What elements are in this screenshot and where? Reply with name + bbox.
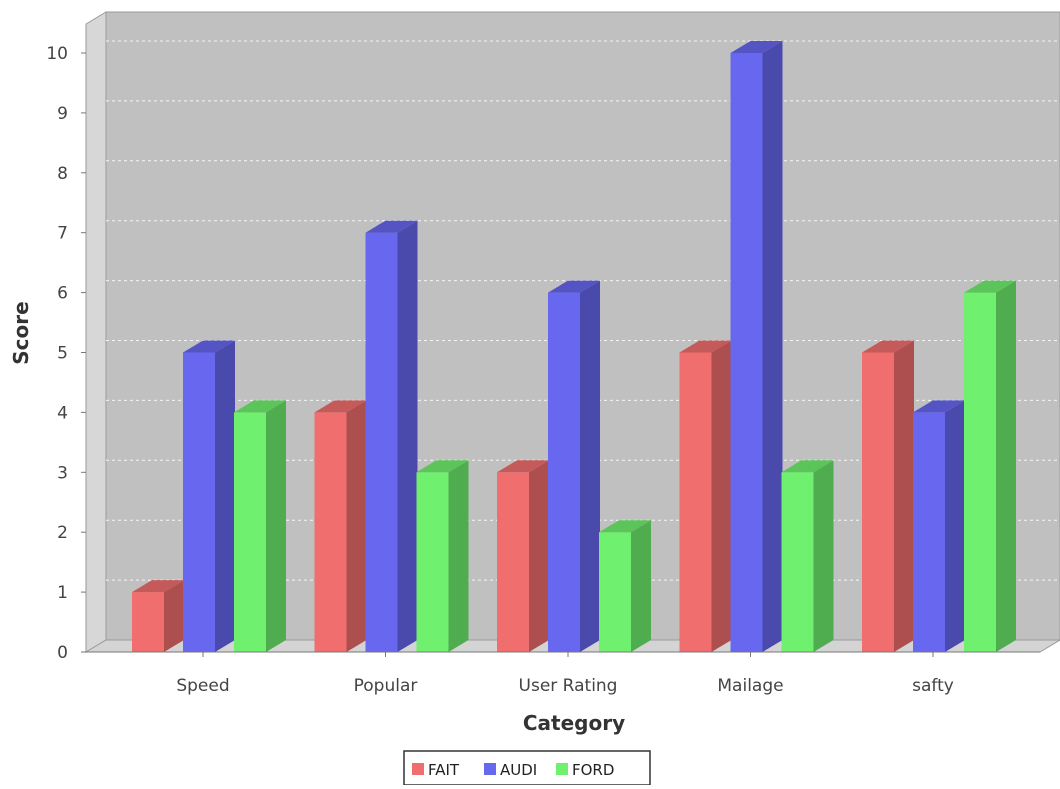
legend-swatch bbox=[412, 763, 424, 775]
bar-side bbox=[580, 280, 600, 652]
bar-ford-mailage bbox=[781, 460, 834, 652]
legend-swatch bbox=[484, 763, 496, 775]
x-tick-label: safty bbox=[912, 676, 954, 696]
x-axis-title: Category bbox=[523, 711, 625, 735]
bar-top bbox=[132, 580, 184, 593]
legend-label: FAIT bbox=[428, 761, 460, 779]
bar-ford-speed bbox=[234, 400, 286, 652]
bar-side bbox=[266, 400, 286, 652]
bar-top bbox=[781, 460, 834, 473]
y-tick-label: 0 bbox=[57, 643, 68, 663]
bar-top bbox=[314, 400, 367, 413]
bar-audi-user-rating bbox=[548, 280, 600, 652]
bar-top bbox=[599, 520, 651, 533]
bar-front bbox=[416, 472, 449, 652]
bar-ford-user-rating bbox=[599, 520, 651, 652]
bar-audi-mailage bbox=[730, 41, 783, 652]
bar-fait-safty bbox=[862, 340, 914, 652]
bar-side bbox=[996, 280, 1016, 652]
bar-side bbox=[894, 340, 914, 652]
y-axis-title: Score bbox=[9, 301, 33, 364]
bar-top bbox=[862, 340, 914, 353]
y-tick-label: 8 bbox=[57, 164, 68, 184]
bar-side bbox=[397, 220, 418, 652]
legend: FAIT AUDI FORD bbox=[403, 750, 651, 786]
x-axis-ticks: Speed Popular User Rating Mailage safty bbox=[176, 652, 954, 696]
y-tick-label: 5 bbox=[57, 344, 68, 364]
y-axis-ticks: 0 1 2 3 4 5 6 7 8 9 10 bbox=[46, 44, 86, 663]
bar-fait-mailage bbox=[679, 340, 732, 652]
bar-front bbox=[314, 412, 347, 652]
bar-fait-user-rating bbox=[497, 460, 549, 652]
bar-front bbox=[132, 592, 164, 652]
bar-side bbox=[762, 41, 783, 652]
bar-side bbox=[164, 580, 184, 652]
bars bbox=[132, 41, 1016, 652]
bar-top bbox=[548, 280, 600, 293]
legend-label: FORD bbox=[572, 761, 614, 779]
y-tick-label: 2 bbox=[57, 523, 68, 543]
y-tick-label: 7 bbox=[57, 224, 68, 244]
bar-side bbox=[529, 460, 549, 652]
legend-label: AUDI bbox=[500, 761, 537, 779]
bar-front bbox=[862, 352, 894, 652]
bar-audi-safty bbox=[913, 400, 965, 652]
bar-fait-speed bbox=[132, 580, 184, 652]
bar-audi-speed bbox=[183, 340, 235, 652]
y-tick-label: 3 bbox=[57, 463, 68, 483]
bar-top bbox=[183, 340, 235, 353]
bar-side bbox=[813, 460, 834, 652]
bar-top bbox=[416, 460, 469, 473]
x-tick-label: Popular bbox=[354, 676, 418, 696]
plot-left-wall bbox=[85, 11, 107, 653]
bar-front bbox=[365, 232, 398, 652]
bar-front bbox=[913, 412, 945, 652]
bar-top bbox=[964, 280, 1016, 293]
bar-side bbox=[945, 400, 965, 652]
bar-front bbox=[183, 352, 215, 652]
x-tick-label: User Rating bbox=[519, 676, 618, 696]
bar-top bbox=[730, 41, 783, 53]
bar-ford-safty bbox=[964, 280, 1016, 652]
y-tick-label: 9 bbox=[57, 104, 68, 124]
x-tick-label: Mailage bbox=[717, 676, 783, 696]
bar-audi-popular bbox=[365, 220, 418, 652]
bar-top bbox=[913, 400, 965, 413]
bar-front bbox=[964, 292, 996, 652]
bar-side bbox=[215, 340, 235, 652]
bar-top bbox=[365, 220, 418, 233]
bar-top bbox=[234, 400, 286, 413]
y-tick-label: 4 bbox=[57, 403, 68, 423]
bar-front bbox=[781, 472, 814, 652]
x-tick-label: Speed bbox=[176, 676, 229, 696]
bar-front bbox=[730, 53, 763, 652]
bar-top bbox=[497, 460, 549, 473]
y-tick-label: 1 bbox=[57, 583, 68, 603]
bar-side bbox=[448, 460, 469, 652]
bar-fait-popular bbox=[314, 400, 367, 652]
bar-front bbox=[548, 292, 580, 652]
y-tick-label: 10 bbox=[46, 44, 68, 64]
bar-front bbox=[679, 352, 712, 652]
bar-front bbox=[497, 472, 529, 652]
bar-front bbox=[234, 412, 266, 652]
y-tick-label: 6 bbox=[57, 284, 68, 304]
bar-top bbox=[679, 340, 732, 353]
bar-ford-popular bbox=[416, 460, 469, 652]
legend-swatch bbox=[556, 763, 568, 775]
bar-side bbox=[631, 520, 651, 652]
bar-side bbox=[346, 400, 367, 652]
bar-front bbox=[599, 532, 631, 652]
bar-side bbox=[711, 340, 732, 652]
